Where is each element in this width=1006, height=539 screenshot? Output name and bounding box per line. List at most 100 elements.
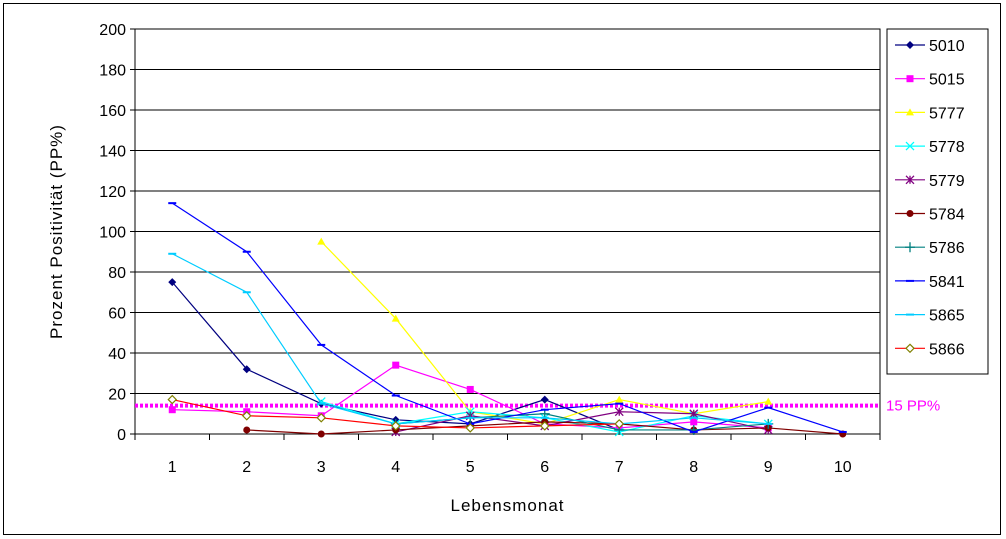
legend-entry-5786: 5786 <box>895 240 965 257</box>
series-5010 <box>168 278 624 434</box>
tick-labels: 0 20 40 60 80 100 120 140 160 180 200 1 2 3 4 5 6 7 8 9 10 <box>99 22 881 476</box>
legend-label-5010: 5010 <box>929 38 965 55</box>
legend-entry-5865: 5865 <box>895 308 965 325</box>
point-5841-2 <box>242 250 251 253</box>
legend-label-5779: 5779 <box>929 173 965 190</box>
point-5015-4 <box>392 361 400 369</box>
point-5779-8 <box>689 409 699 419</box>
legend-label-5865: 5865 <box>929 308 965 325</box>
series-group <box>167 202 847 438</box>
legend-label-5015: 5015 <box>929 72 965 89</box>
series-line-5841 <box>171 202 843 433</box>
legend-marker-5865 <box>906 313 914 316</box>
series-5866 <box>167 394 625 433</box>
point-5841-1 <box>168 202 177 205</box>
legend-marker-5779 <box>905 175 915 185</box>
y-tick-label-140: 140 <box>99 144 126 161</box>
legend-marker-5010 <box>906 41 914 49</box>
point-5786-8 <box>688 424 699 435</box>
x-axis-title: Lebensmonat <box>450 496 564 515</box>
x-tick-label-3: 3 <box>317 459 326 476</box>
legend-entry-5778: 5778 <box>895 139 965 156</box>
legend-label-5778: 5778 <box>929 139 965 156</box>
legend-entry-5777: 5777 <box>895 105 965 122</box>
legend: 5010 5015 5777 5778 5779 5784 5786 5841 5865 5866 <box>886 28 989 375</box>
point-5865-3 <box>317 402 326 405</box>
x-tick-label-10: 10 <box>834 459 852 476</box>
point-5841-8 <box>689 430 698 433</box>
point-5777-9 <box>764 397 773 405</box>
point-5866-5 <box>465 423 476 433</box>
y-tick-label-180: 180 <box>99 63 126 80</box>
point-5777-7 <box>615 395 624 403</box>
point-5841-7 <box>615 402 624 405</box>
legend-entry-5779: 5779 <box>895 173 965 190</box>
legend-entry-5841: 5841 <box>895 274 965 291</box>
legend-label-5866: 5866 <box>929 341 965 358</box>
point-5866-2 <box>241 410 252 421</box>
legend-marker-5866 <box>905 343 915 354</box>
point-5865-6 <box>540 416 549 419</box>
series-5865 <box>168 252 773 425</box>
point-5015-5 <box>466 385 474 393</box>
y-tick-label-20: 20 <box>108 387 126 404</box>
gridlines <box>135 28 880 435</box>
legend-box <box>886 28 989 375</box>
point-5784-2 <box>243 426 251 434</box>
point-5865-8 <box>689 416 698 419</box>
x-tick-label-2: 2 <box>242 459 251 476</box>
legend-entry-5866: 5866 <box>895 341 965 358</box>
point-5865-9 <box>764 422 773 425</box>
reference-line-group: 15 PP% <box>135 398 940 415</box>
legend-marker-5786 <box>905 242 915 253</box>
x-tick-label-4: 4 <box>391 459 400 476</box>
legend-marker-5841 <box>906 279 914 282</box>
point-5866-3 <box>316 412 327 423</box>
x-tick-label-9: 9 <box>764 459 773 476</box>
reference-line-label: 15 PP% <box>886 398 940 415</box>
point-5866-4 <box>390 421 401 431</box>
series-line-5865 <box>171 253 769 425</box>
y-tick-label-60: 60 <box>108 306 126 323</box>
y-tick-label-160: 160 <box>99 103 126 120</box>
x-tick-label-6: 6 <box>540 459 549 476</box>
point-5841-9 <box>764 406 773 409</box>
point-5779-7 <box>614 407 624 417</box>
y-tick-label-100: 100 <box>99 225 126 242</box>
point-5866-1 <box>167 394 178 405</box>
y-tick-label-120: 120 <box>99 184 126 201</box>
legend-entry-5010: 5010 <box>895 38 965 55</box>
point-5841-3 <box>317 343 326 346</box>
series-5841 <box>168 202 847 433</box>
legend-marker-5777 <box>906 108 914 116</box>
x-tick-label-1: 1 <box>168 459 177 476</box>
series-5786 <box>390 408 774 435</box>
point-5866-6 <box>539 421 550 431</box>
chart-frame <box>3 3 1001 535</box>
y-tick-label-200: 200 <box>99 22 126 39</box>
point-5865-1 <box>168 252 177 255</box>
point-5010-2 <box>242 365 251 374</box>
y-tick-label-0: 0 <box>117 427 126 444</box>
point-5015-1 <box>168 406 176 414</box>
series-line-5010 <box>171 281 620 431</box>
legend-marker-5015 <box>906 75 914 83</box>
legend-label-5777: 5777 <box>929 105 965 122</box>
y-tick-label-80: 80 <box>108 265 126 282</box>
point-5010-1 <box>168 278 177 287</box>
point-5865-5 <box>466 416 475 419</box>
point-5841-4 <box>391 394 400 397</box>
point-5777-4 <box>391 314 400 322</box>
point-5015-8 <box>690 418 698 426</box>
point-5841-10 <box>838 430 847 433</box>
legend-entry-5015: 5015 <box>895 72 965 89</box>
point-5841-6 <box>540 408 549 411</box>
legend-marker-5784 <box>906 210 914 217</box>
x-tick-label-8: 8 <box>689 459 698 476</box>
legend-label-5841: 5841 <box>929 274 965 291</box>
legend-entry-5784: 5784 <box>895 207 965 224</box>
legend-marker-5778 <box>905 141 915 151</box>
point-5784-3 <box>317 430 325 438</box>
legend-label-5784: 5784 <box>929 207 965 224</box>
